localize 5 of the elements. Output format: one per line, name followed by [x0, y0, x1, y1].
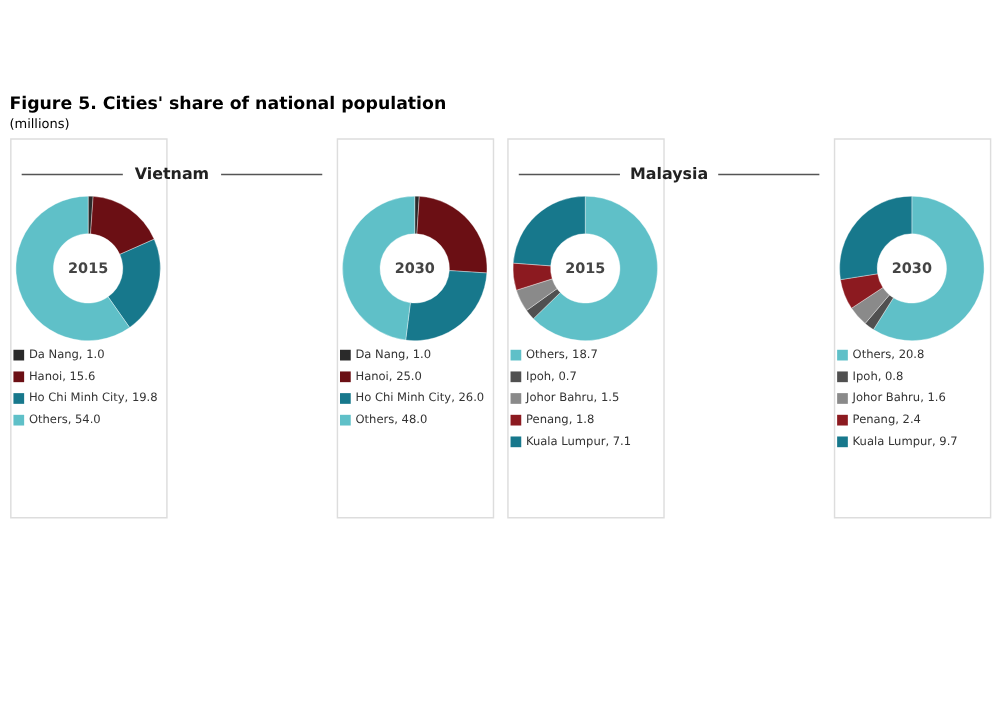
text: Figure 5. Cities' share of national population — [9, 94, 447, 115]
text: 2030 — [394, 258, 435, 277]
text: 2015 — [68, 258, 109, 277]
text: 2015 — [565, 258, 606, 277]
text: 2030 — [891, 258, 932, 277]
